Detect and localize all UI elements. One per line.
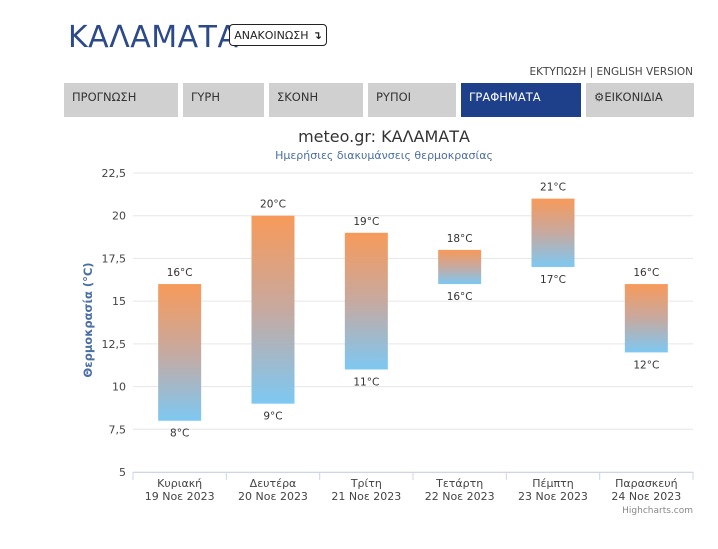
y-tick-label: 17,5 [102,252,127,265]
tab-label: ΕΙΚΟΝΙΔΙΑ [604,90,663,104]
tab-pollutants[interactable]: ΡΥΠΟΙ [368,83,456,117]
english-version-link[interactable]: ENGLISH VERSION [596,66,693,78]
credits-link[interactable]: Highcharts.com [622,506,693,516]
tab-icons[interactable]: ⚙ΕΙΚΟΝΙΔΙΑ [586,83,694,117]
x-tick-date: 20 Νοε 2023 [238,490,308,503]
low-temp-label: 11°C [353,376,379,388]
print-link[interactable]: ΕΚΤΥΠΩΣΗ [529,66,587,78]
x-tick-day: Πέμπτη [532,477,573,490]
x-tick-day: Κυριακή [157,477,202,490]
high-temp-label: 16°C [633,267,659,279]
announcement-label: ΑΝΑΚΟΙΝΩΣΗ [234,28,309,42]
high-temp-label: 20°C [260,199,286,211]
tab-label: ΓΡΑΦΗΜΑΤΑ [469,90,541,104]
link-separator: | [589,66,594,78]
y-axis-label: Θερμοκρασία (°C) [81,262,95,377]
low-temp-label: 12°C [633,359,659,371]
y-tick-label: 7,5 [109,423,127,436]
temperature-bar[interactable] [438,249,482,285]
tab-dust[interactable]: ΣΚΟΝΗ [269,83,363,117]
city-title: ΚΑΛΑΜΑΤΑ [68,20,239,55]
announcement-button[interactable]: ΑΝΑΚΟΙΝΩΣΗ ↴ [229,24,327,46]
bars: 16°C 8°C 20°C 9°C 19°C 11°C 18°C 16°C 21°C 17°C 16… [158,182,668,440]
tab-label: ΠΡΟΓΝΩΣΗ [72,90,137,104]
low-temp-label: 8°C [170,428,189,440]
x-tick-date: 23 Νοε 2023 [518,490,588,503]
top-links: ΕΚΤΥΠΩΣΗ | ENGLISH VERSION [530,66,694,78]
x-tick-day: Δευτέρα [250,477,297,490]
high-temp-label: 19°C [353,216,379,228]
low-temp-label: 17°C [540,274,566,286]
chart-subtitle: Ημερήσιες διακυμάνσεις θερμοκρασίας [275,149,493,162]
high-temp-label: 21°C [540,182,566,194]
high-temp-label: 18°C [447,233,473,245]
y-tick-label: 12,5 [102,338,127,351]
y-tick-label: 20 [112,210,126,223]
x-tick-date: 24 Νοε 2023 [611,490,681,503]
gear-icon: ⚙ [594,90,605,104]
main-tabs: ΠΡΟΓΝΩΣΗ ΓΥΡΗ ΣΚΟΝΗ ΡΥΠΟΙ ΓΡΑΦΗΜΑΤΑ ⚙ΕΙΚ… [64,83,694,117]
y-tick-label: 15 [112,295,126,308]
x-tick-date: 22 Νοε 2023 [425,490,495,503]
y-tick-label: 22,5 [102,167,127,180]
temperature-bar[interactable] [344,232,388,370]
tab-charts[interactable]: ΓΡΑΦΗΜΑΤΑ [461,83,581,117]
chart-title: meteo.gr: ΚΑΛΑΜΑΤΑ [298,127,470,146]
x-tick-date: 19 Νοε 2023 [145,490,215,503]
temperature-bar[interactable] [531,198,575,267]
temperature-bar[interactable] [624,284,668,353]
tab-forecast[interactable]: ΠΡΟΓΝΩΣΗ [64,83,178,117]
tab-pollen[interactable]: ΓΥΡΗ [183,83,264,117]
y-tick-label: 5 [119,466,126,479]
arrow-down-icon: ↴ [312,28,322,42]
x-tick-day: Τρίτη [350,477,382,490]
tab-label: ΓΥΡΗ [191,90,221,104]
x-tick-date: 21 Νοε 2023 [331,490,401,503]
tab-label: ΣΚΟΝΗ [277,90,319,104]
tab-label: ΡΥΠΟΙ [376,90,412,104]
high-temp-label: 16°C [167,267,193,279]
x-tick-day: Τετάρτη [435,477,483,490]
low-temp-label: 16°C [447,291,473,303]
grid-lines [133,172,693,473]
y-tick-label: 10 [112,381,126,394]
temperature-bar[interactable] [251,215,295,404]
y-axis-ticks: 5 7,5 10 12,5 15 17,5 20 22,5 [102,167,127,479]
temperature-bar[interactable] [158,284,202,421]
x-tick-day: Παρασκευή [615,477,678,490]
low-temp-label: 9°C [263,411,282,423]
